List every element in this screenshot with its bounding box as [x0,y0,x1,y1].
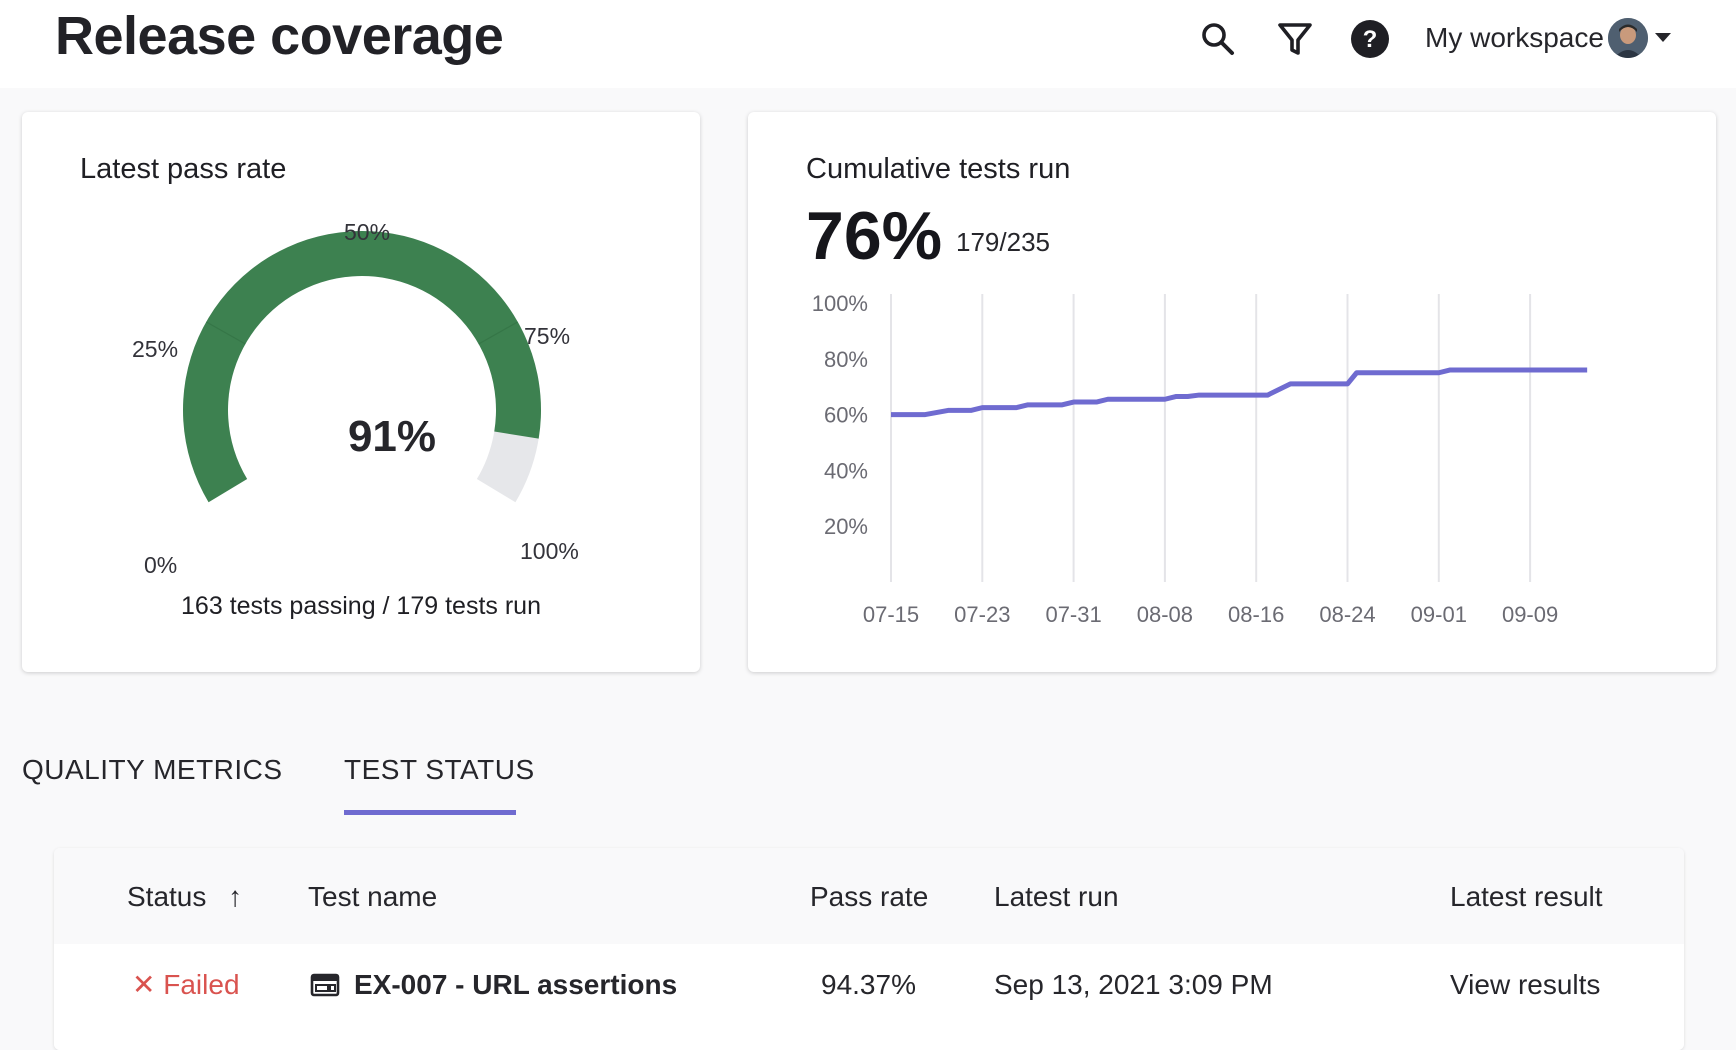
svg-text:?: ? [1363,26,1378,53]
column-header-status-label: Status [127,881,207,912]
pass-rate-card: Latest pass rate 91% 50% 25% 75% 0% 100%… [22,112,700,672]
column-header-latest-run[interactable]: Latest run [994,881,1119,912]
search-icon[interactable] [1195,16,1241,62]
failed-x-icon: ✕ [132,969,156,1000]
y-tick-label: 80% [824,347,868,372]
status-cell: ✕ Failed [132,968,240,1002]
column-header-latest-result[interactable]: Latest result [1450,881,1603,912]
pass-rate-value: 91% [347,412,437,461]
sort-ascending-icon[interactable]: ↑ [228,881,243,912]
test-case-icon [310,972,340,998]
x-tick-label: 08-24 [1319,602,1375,627]
y-tick-label: 100% [812,291,868,316]
tab-quality-metrics[interactable]: QUALITY METRICS [22,754,283,785]
pass-rate-caption: 163 tests passing / 179 tests run [181,592,541,620]
x-tick-label: 07-23 [954,602,1010,627]
x-tick-label: 08-08 [1137,602,1193,627]
gauge-tick-50: 50% [344,219,391,245]
latest-run-cell: Sep 13, 2021 3:09 PM [994,969,1273,1000]
column-header-test-name[interactable]: Test name [308,881,438,912]
gauge-tick-75: 75% [524,323,571,349]
gauge-tick-100: 100% [520,538,579,564]
gauge-tick-0: 0% [144,552,178,578]
caret-down-icon[interactable] [1655,33,1671,42]
view-results-link[interactable]: View results [1450,969,1601,1000]
series-line [891,367,1588,418]
help-icon[interactable]: ? [1347,16,1393,62]
x-tick-label: 09-09 [1502,602,1558,627]
y-tick-label: 60% [824,403,868,428]
cumulative-percent: 76% [806,198,943,274]
cumulative-line-chart: 07-15 07-23 07-31 08-08 08-16 08-24 09-01 09-09… [812,291,1588,627]
page-title: Release coverage [55,6,504,66]
x-tick-label: 07-15 [863,602,919,627]
tab-bar: QUALITY METRICS TEST STATUS [22,740,722,820]
x-tick-label: 09-01 [1411,602,1467,627]
tab-test-status[interactable]: TEST STATUS [344,754,535,785]
gauge-divider-25 [205,321,246,345]
x-tick-label: 08-16 [1228,602,1284,627]
x-tick-label: 07-31 [1045,602,1101,627]
test-status-table: Status ↑ Test name Pass rate Latest run … [54,848,1684,1050]
y-tick-label: 20% [824,514,868,539]
column-header-pass-rate[interactable]: Pass rate [810,881,929,912]
column-header-status[interactable]: Status ↑ [127,880,242,914]
cumulative-card: Cumulative tests run 76% 179/235 07-15 07… [748,112,1716,672]
y-tick-label: 40% [824,458,868,483]
test-name-cell[interactable]: EX-007 - URL assertions [310,968,677,1002]
filter-icon[interactable] [1272,16,1318,62]
gauge-fill [182,230,541,503]
table-row[interactable]: ✕ Failed EX-007 - URL assertions 94.37% … [54,944,1684,1050]
active-tab-indicator [344,810,516,815]
avatar[interactable] [1608,18,1648,58]
top-bar: Release coverage ? My workspace [0,0,1736,88]
pass-rate-gauge [182,230,541,503]
cumulative-ratio: 179/235 [956,227,1050,257]
workspace-menu[interactable]: My workspace [1425,22,1604,53]
table-header: Status ↑ Test name Pass rate Latest run … [54,848,1684,944]
cumulative-title: Cumulative tests run [806,153,1071,185]
gauge-divider-75 [478,321,519,345]
status-text: Failed [163,969,240,1000]
test-name-link[interactable]: EX-007 - URL assertions [354,969,678,1000]
pass-rate-cell: 94.37% [821,969,916,1000]
pass-rate-title: Latest pass rate [80,153,287,185]
gauge-tick-25: 25% [132,336,179,362]
